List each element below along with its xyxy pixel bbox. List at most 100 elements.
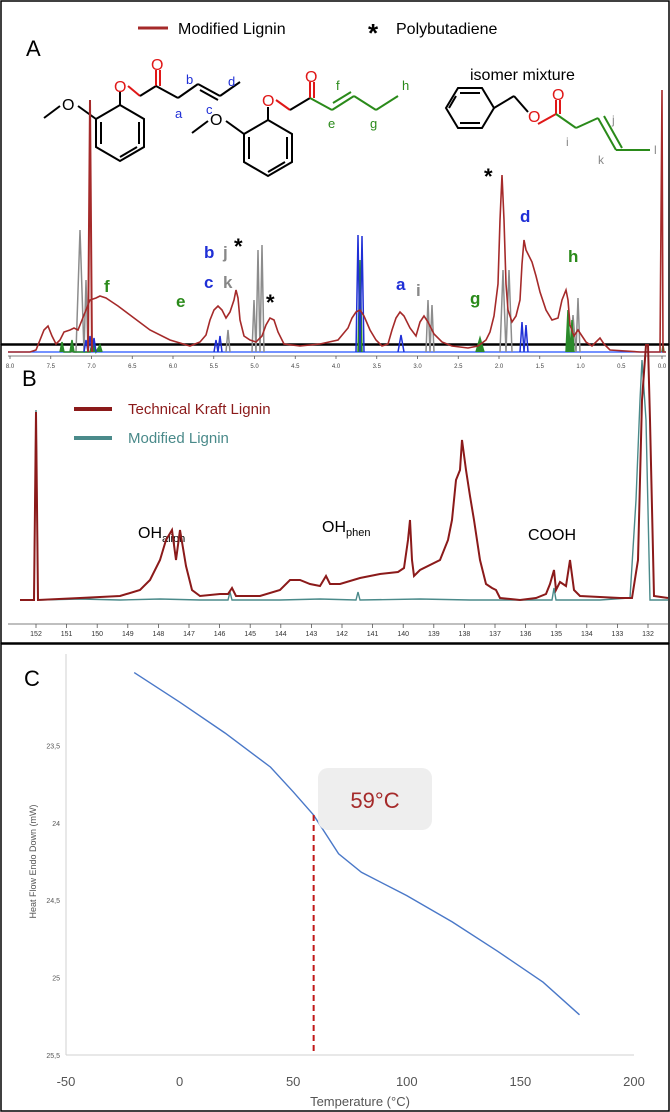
axis-b-tick-label: 145 [244,631,256,638]
y-tick-label: 24 [52,821,60,828]
structure-3 [444,87,650,151]
x-tick-label: 0 [176,1074,183,1089]
struct-label-h: h [402,78,409,93]
peak-label-f: f [104,277,110,296]
x-axis-title: Temperature (°C) [310,1094,410,1109]
nmr-spectrum-a: f e b j * c k * a i g * d h [8,89,666,354]
legend-star: * [368,18,379,48]
struct-label-g: g [370,116,377,131]
peak-label-k: k [223,273,233,292]
panel-b-letter: B [22,366,37,391]
peak-label-a: a [396,275,406,294]
y-tick-label: 25 [52,976,60,983]
x-tick-label: 100 [396,1074,418,1089]
isomer-mixture-label: isomer mixture [470,67,575,84]
axis-b-tick-label: 136 [520,631,532,638]
axis-b-tick-label: 147 [183,631,195,638]
axis-b-tick-label: 134 [581,631,593,638]
red-trace [8,89,666,353]
peak-label-j: j [222,243,228,262]
peak-label-c: c [204,273,213,292]
legend-polybutadiene-label: Polybutadiene [396,21,498,38]
kraft-trace [20,344,669,602]
chcl3-peak [87,99,93,353]
axis-b-tick-label: 152 [30,631,42,638]
o-atom-4: O [210,112,222,129]
dsc-curve [133,672,580,1016]
axis-a-tick-label: 6.5 [128,364,137,370]
panel-b-frame [0,344,670,644]
structure-1 [43,70,241,163]
benzene-ring-3 [444,87,496,129]
axis-a-tick-label: 1.0 [576,364,585,370]
axis-b-tick-label: 137 [489,631,501,638]
axis-a-tick-label: 6.0 [169,364,178,370]
panel-a: A Modified Lignin * Polybutadiene O O [6,18,667,370]
legend-modified-label: Modified Lignin [178,21,286,38]
peak-label-star-1: * [234,234,243,259]
o-atom-6: O [305,69,317,86]
axis-b-tick-label: 132 [642,631,654,638]
structure-2 [191,82,399,178]
axis-b-tick-label: 150 [91,631,103,638]
axis-a-tick-label: 3.5 [373,364,382,370]
axis-a-ticks: 8.0 7.5 7.0 6.5 6.0 5.5 5.0 4.5 4.0 3.5 3.0 2.5 2.0 1… [6,356,667,370]
axis-b-ticks: 152 151 150 149 148 147 146 145 144 143 142 141 140 1… [30,624,654,638]
benzene-ring-2 [243,118,293,178]
o-atom-2: O [114,79,126,96]
struct-label-a: a [175,106,183,121]
axis-b-tick-label: 133 [612,631,624,638]
axis-b-tick-label: 138 [459,631,471,638]
annotation-oh-phen: OHphen [322,519,370,539]
axis-a-tick-label: 2.0 [495,364,504,370]
axis-b-tick-label: 143 [306,631,318,638]
struct-label-d: d [228,74,235,89]
axis-a-tick-label: 1.5 [536,364,545,370]
peak-label-e: e [176,292,185,311]
axis-b-tick-label: 135 [550,631,562,638]
x-tick-label: -50 [57,1074,76,1089]
y-tick-label: 24,5 [46,898,60,905]
panel-c: C 23,5 24 24,5 25 25,5 -50 0 50 100 150 200 Tempera… [24,654,645,1109]
annotation-cooh: COOH [528,527,576,544]
axis-b-tick-label: 140 [397,631,409,638]
gray-trace [70,229,581,353]
struct-label-c: c [206,102,213,117]
legend-kraft-label: Technical Kraft Lignin [128,401,271,418]
panel-c-letter: C [24,666,40,691]
tg-annotation-box [318,768,432,830]
x-tick-label: 50 [286,1074,300,1089]
o-atom-8: O [552,87,564,104]
struct-label-j: j [611,113,615,127]
y-axis-title: Heat Flow Endo Down (mW) [28,804,38,918]
teal-p31-trace [20,359,668,601]
y-tick-label: 25,5 [46,1053,60,1060]
axis-a-tick-label: 2.5 [454,364,463,370]
axis-a-tick-label: 5.5 [210,364,219,370]
axis-a-tick-label: 3.0 [413,364,422,370]
blue-trace [83,234,529,353]
benzene-ring-1 [95,103,145,163]
axis-a-tick-label: 4.0 [332,364,341,370]
panel-a-frame [0,0,670,345]
tg-annotation-label: 59°C [350,788,399,813]
peak-label-star-3: * [484,164,493,189]
o-atom-1: O [62,97,74,114]
legend-modified-p31-label: Modified Lignin [128,430,229,447]
peak-label-star-2: * [266,290,275,315]
axis-a-tick-label: 5.0 [250,364,259,370]
dsc-chart: 23,5 24 24,5 25 25,5 -50 0 50 100 150 200 Temperatu… [28,654,645,1109]
panel-a-letter: A [26,36,41,61]
o-atom-3: O [151,57,163,74]
peak-label-i: i [416,281,421,300]
axis-a-tick-label: 7.5 [47,364,56,370]
axis-a-tick-label: 0.0 [658,364,667,370]
axis-b-tick-label: 148 [153,631,165,638]
struct-label-f: f [336,78,340,93]
axis-b-tick-label: 149 [122,631,134,638]
axis-a-tick-label: 4.5 [291,364,300,370]
axis-b-tick-label: 141 [367,631,379,638]
peak-label-d: d [520,207,530,226]
struct-label-b: b [186,72,193,87]
axis-b-tick-label: 146 [214,631,226,638]
